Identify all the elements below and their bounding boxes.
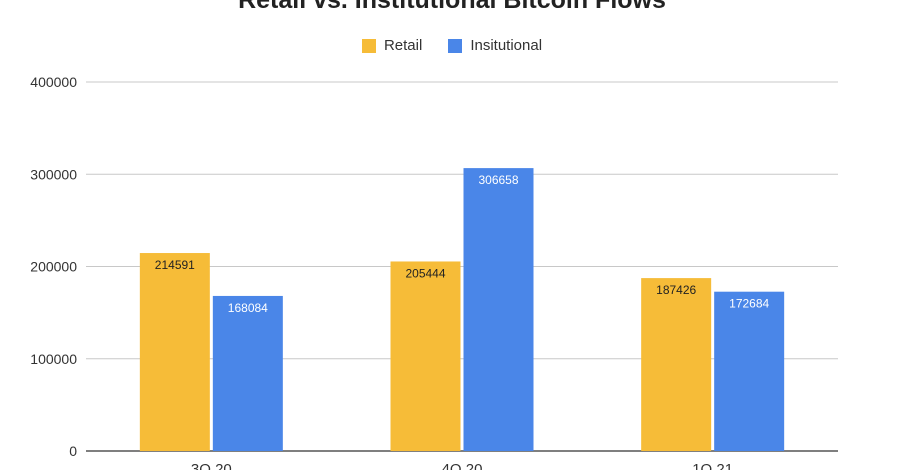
bar-retail bbox=[390, 261, 461, 451]
bar-data-label: 168084 bbox=[228, 301, 268, 315]
bar-data-label: 214591 bbox=[155, 258, 195, 272]
legend-item-retail: Retail bbox=[361, 37, 423, 54]
bar-data-label: 172684 bbox=[729, 297, 769, 311]
y-tick-label: 100000 bbox=[30, 351, 77, 367]
x-tick-label: 1Q 21 bbox=[692, 461, 733, 470]
legend: Retail Insitutional bbox=[0, 37, 904, 54]
bar-data-label: 187426 bbox=[656, 283, 696, 297]
legend-label-retail: Retail bbox=[383, 37, 423, 54]
chart-title: Retail vs. Institutional Bitcoin Flows bbox=[238, 0, 666, 14]
bar-retail bbox=[641, 278, 712, 451]
bar-data-label: 205444 bbox=[405, 266, 445, 280]
bar-insitutional bbox=[463, 168, 534, 451]
y-tick-label: 200000 bbox=[30, 259, 77, 275]
legend-item-institutional: Insitutional bbox=[448, 37, 542, 54]
bar-data-label: 306658 bbox=[478, 173, 518, 187]
legend-label-institutional: Insitutional bbox=[470, 37, 543, 54]
bar-insitutional bbox=[212, 295, 283, 451]
bar-retail bbox=[139, 253, 210, 451]
bar-insitutional bbox=[714, 291, 785, 451]
y-tick-label: 400000 bbox=[30, 74, 77, 90]
legend-swatch-institutional bbox=[448, 38, 463, 53]
legend-swatch-retail bbox=[361, 38, 376, 53]
y-tick-label: 0 bbox=[69, 443, 77, 459]
x-tick-label: 3Q 20 bbox=[191, 461, 232, 470]
y-tick-label: 300000 bbox=[30, 166, 77, 182]
x-tick-label: 4Q 20 bbox=[442, 461, 483, 470]
